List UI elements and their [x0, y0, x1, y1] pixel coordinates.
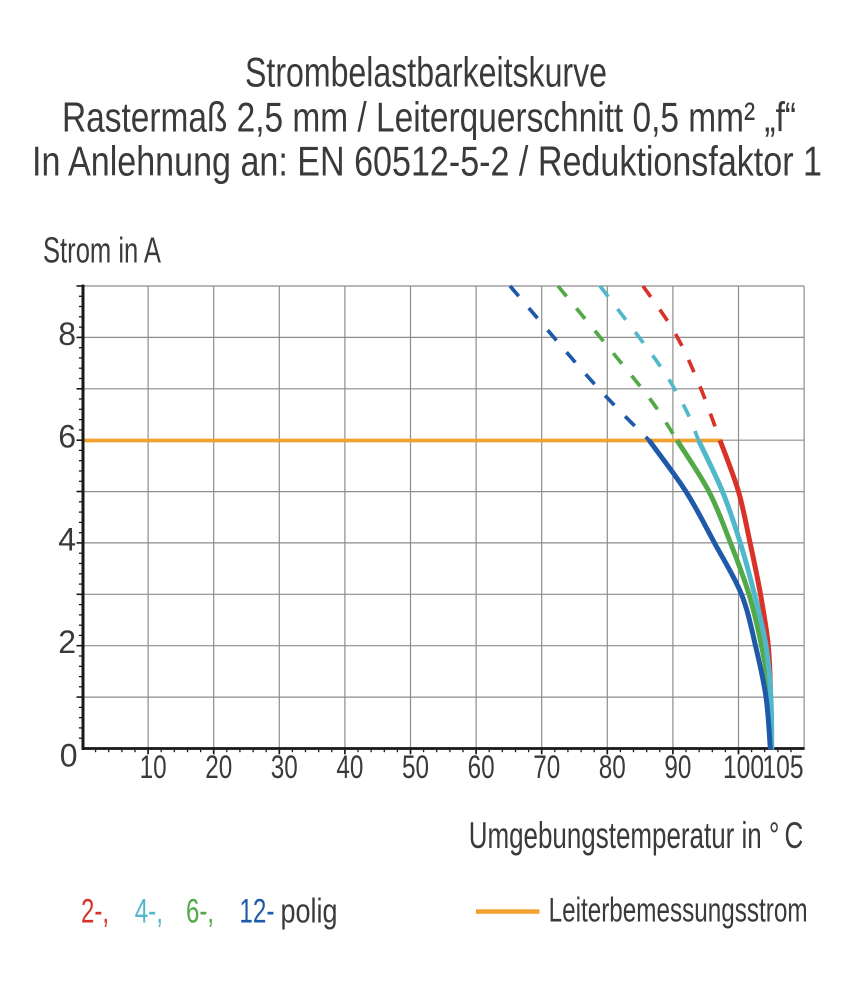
- svg-text:Strombelastbarkeitskurve: Strombelastbarkeitskurve: [245, 49, 607, 96]
- svg-text:Rastermaß 2,5 mm / Leiterquers: Rastermaß 2,5 mm / Leiterquerschnitt 0,5…: [62, 94, 796, 141]
- svg-text:6: 6: [58, 419, 76, 455]
- svg-text:30: 30: [271, 749, 298, 785]
- svg-text:10: 10: [140, 749, 167, 785]
- svg-text:6-,: 6-,: [186, 893, 214, 931]
- svg-text:2: 2: [58, 624, 76, 660]
- svg-text:4-,: 4-,: [135, 893, 163, 931]
- svg-text:105: 105: [763, 749, 804, 785]
- svg-text:Leiterbemessungsstrom: Leiterbemessungsstrom: [549, 892, 808, 930]
- svg-text:100: 100: [723, 749, 764, 785]
- svg-text:Strom in A: Strom in A: [43, 230, 161, 271]
- svg-text:80: 80: [599, 749, 626, 785]
- svg-text:70: 70: [533, 749, 560, 785]
- svg-text:2-,: 2-,: [81, 893, 109, 931]
- svg-text:50: 50: [402, 749, 429, 785]
- svg-text:8: 8: [58, 316, 76, 352]
- svg-text:Umgebungstemperatur in ° C: Umgebungstemperatur in ° C: [469, 815, 804, 856]
- svg-text:60: 60: [468, 749, 495, 785]
- svg-text:In Anlehnung an: EN 60512-5-2: In Anlehnung an: EN 60512-5-2 / Reduktio…: [32, 138, 822, 185]
- svg-text:20: 20: [205, 749, 232, 785]
- svg-text:90: 90: [664, 749, 691, 785]
- svg-text:40: 40: [336, 749, 363, 785]
- svg-text:12-: 12-: [239, 893, 274, 931]
- svg-text:4: 4: [58, 521, 76, 557]
- svg-text:0: 0: [60, 738, 78, 774]
- svg-text:polig: polig: [281, 893, 338, 931]
